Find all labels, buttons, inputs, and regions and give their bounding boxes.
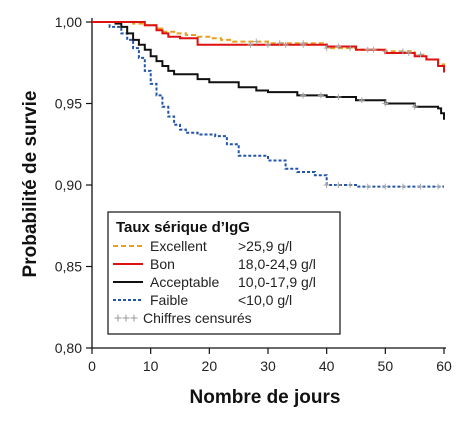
y-axis-title: Probabilité de survie [20, 91, 41, 278]
x-axis-title: Nombre de jours [190, 387, 341, 408]
y-tick-label: 0,85 [55, 259, 82, 275]
legend-label: Chiffres censurés [143, 310, 252, 326]
axes: 0 10 20 30 40 50 60 0,80 0,85 0,90 0,95 1,00 [55, 14, 452, 374]
x-tick-label: 50 [378, 358, 394, 374]
legend: Taux sérique d’IgG Excellent >25,9 g/l Bon… [107, 211, 341, 335]
legend-label: Faible [150, 292, 188, 308]
x-tick-label: 60 [436, 358, 452, 374]
legend-range: <10,0 g/l [238, 292, 292, 308]
y-tick-label: 0,80 [55, 340, 82, 356]
legend-range: >25,9 g/l [238, 238, 292, 254]
x-tick-label: 10 [143, 358, 159, 374]
legend-label: Acceptable [150, 274, 219, 290]
legend-entry: Bon 18,0-24,9 g/l [113, 256, 316, 272]
x-tick-label: 30 [260, 358, 276, 374]
legend-label: Excellent [150, 238, 207, 254]
series-line-faible [92, 21, 444, 188]
legend-range: 18,0-24,9 g/l [238, 256, 316, 272]
legend-label: Bon [150, 256, 175, 272]
x-tick-label: 0 [88, 358, 96, 374]
x-tick-label: 20 [202, 358, 218, 374]
legend-entry: Excellent >25,9 g/l [113, 238, 292, 254]
legend-entry: Chiffres censurés [114, 310, 252, 326]
legend-range: 10,0-17,9 g/l [238, 274, 316, 290]
legend-entry: Faible <10,0 g/l [113, 292, 292, 308]
legend-entries: Excellent >25,9 g/l Bon 18,0-24,9 g/l Accept… [113, 238, 316, 326]
legend-box [107, 211, 341, 335]
censor-marks [247, 38, 442, 190]
y-tick-label: 1,00 [55, 14, 82, 30]
legend-title: Taux sérique d’IgG [116, 219, 250, 236]
y-tick-label: 0,95 [55, 96, 82, 112]
y-tick-label: 0,90 [55, 177, 82, 193]
x-tick-label: 40 [319, 358, 335, 374]
legend-entry: Acceptable 10,0-17,9 g/l [113, 274, 316, 290]
